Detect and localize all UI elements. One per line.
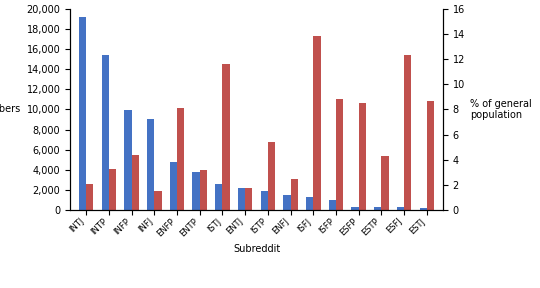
- Bar: [261, 191, 268, 210]
- Bar: [132, 155, 139, 210]
- Bar: [245, 187, 252, 210]
- Bar: [109, 169, 116, 210]
- Bar: [359, 103, 366, 210]
- Bar: [313, 36, 321, 210]
- Bar: [222, 64, 230, 210]
- Bar: [170, 162, 177, 210]
- Bar: [238, 188, 245, 210]
- Bar: [381, 156, 389, 210]
- Bar: [352, 207, 359, 210]
- Bar: [79, 17, 86, 210]
- Bar: [306, 197, 313, 210]
- Y-axis label: % of general
population: % of general population: [470, 98, 532, 120]
- Bar: [427, 101, 434, 210]
- Y-axis label: Subscribers: Subscribers: [0, 105, 21, 114]
- Bar: [397, 207, 404, 210]
- Bar: [154, 191, 161, 210]
- Bar: [124, 110, 132, 210]
- Bar: [268, 142, 275, 210]
- X-axis label: Subreddit: Subreddit: [233, 244, 280, 254]
- Bar: [336, 99, 343, 210]
- Bar: [215, 184, 222, 210]
- Bar: [284, 195, 291, 210]
- Bar: [86, 184, 93, 210]
- Bar: [147, 119, 154, 210]
- Bar: [404, 55, 411, 210]
- Bar: [420, 208, 427, 210]
- Bar: [291, 179, 298, 210]
- Bar: [102, 55, 109, 210]
- Bar: [192, 172, 200, 210]
- Bar: [200, 170, 207, 210]
- Bar: [374, 207, 381, 210]
- Bar: [177, 108, 184, 210]
- Bar: [329, 200, 336, 210]
